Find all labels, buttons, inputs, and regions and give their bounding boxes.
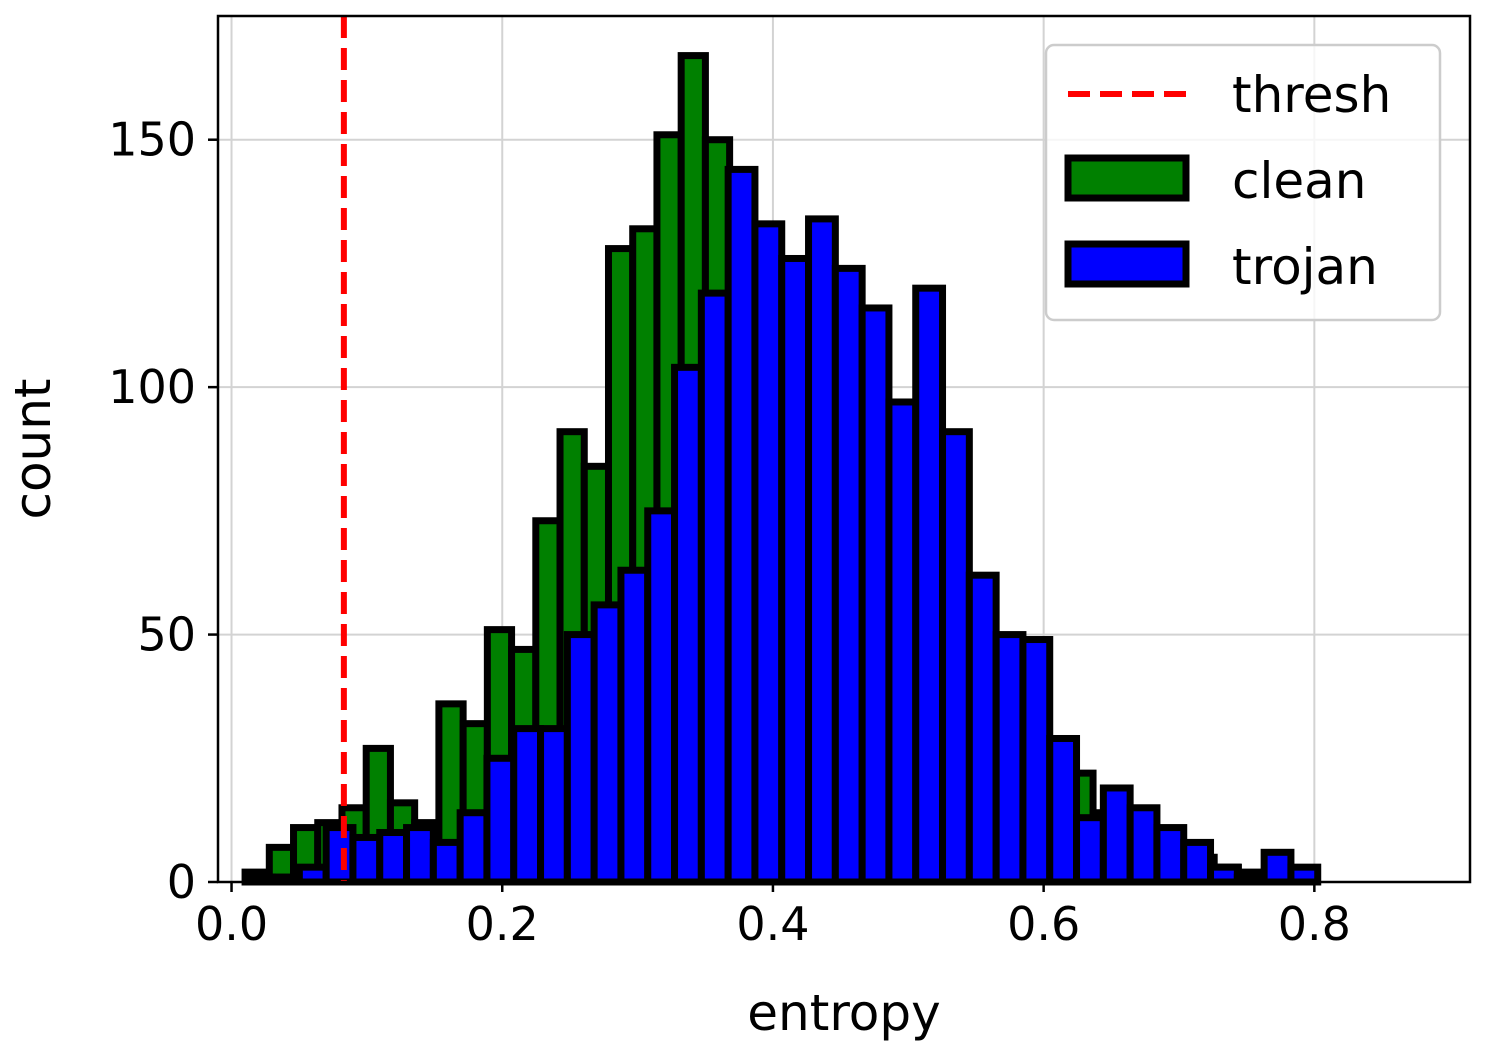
plot-frame [216, 14, 1472, 884]
trojan-bar [939, 428, 973, 886]
trojan-bar [671, 363, 705, 886]
trojan-bar [1126, 804, 1161, 886]
trojan-bar [697, 289, 732, 886]
trojan-bar [349, 833, 384, 886]
trojan-bar [965, 571, 1000, 886]
trojan-bar [1019, 636, 1054, 886]
trojan-bar [1260, 848, 1295, 886]
trojan-bar [376, 829, 411, 886]
x-tick-label: 0.8 [1278, 897, 1351, 951]
trojan-bar [831, 264, 866, 886]
x-tick-label: 0.4 [736, 897, 809, 951]
trojan-bar [858, 304, 893, 886]
y-axis-label: count [4, 378, 62, 519]
x-tick-label: 0.6 [1007, 897, 1080, 951]
trojan-bar [724, 165, 759, 886]
trojan-bar [1153, 824, 1188, 886]
trojan-bar [1046, 734, 1081, 886]
legend-clean-swatch [1064, 154, 1190, 202]
trojan-bar [429, 838, 464, 886]
y-tick-label: 100 [108, 360, 196, 414]
y-axis-ticks: 0 50 100 150 [108, 113, 218, 909]
trojan-bar [805, 215, 839, 886]
trojan-bar [912, 284, 947, 886]
trojan-bar [322, 824, 357, 886]
trojan-bar [1099, 784, 1134, 886]
trojan-bar [644, 507, 679, 886]
x-tick-label: 0.0 [195, 897, 268, 951]
legend-trojan-label: trojan [1232, 238, 1378, 296]
x-axis-label: entropy [747, 984, 940, 1042]
trojan-bar [1180, 838, 1215, 886]
legend-trojan-swatch [1064, 240, 1190, 288]
trojan-bar [992, 631, 1027, 886]
trojan-bar [1073, 814, 1107, 886]
trojan-bar [483, 754, 518, 886]
legend: thresh clean trojan [1044, 43, 1442, 322]
trojan-bar [510, 725, 545, 886]
y-tick-label: 0 [167, 855, 196, 909]
trojan-bar [590, 601, 625, 886]
trojan-bar [295, 863, 330, 886]
trojan-bar [885, 398, 920, 886]
trojan-bar [563, 631, 598, 886]
y-tick-label: 50 [137, 608, 196, 662]
legend-thresh-label: thresh [1232, 66, 1391, 124]
legend-clean-label: clean [1232, 152, 1366, 210]
y-tick-label: 150 [108, 113, 196, 167]
x-axis-ticks: 0.0 0.2 0.4 0.6 0.8 [195, 882, 1351, 951]
trojan-bar [751, 220, 786, 886]
trojan-bar [1287, 863, 1322, 886]
trojan-bar [778, 254, 813, 886]
trojan-bar [617, 566, 652, 886]
x-tick-label: 0.2 [466, 897, 539, 951]
trojan-bar [456, 809, 491, 886]
trojan-bar [1207, 863, 1241, 886]
trojan-bar [537, 725, 571, 886]
trojan-bar [403, 824, 437, 886]
